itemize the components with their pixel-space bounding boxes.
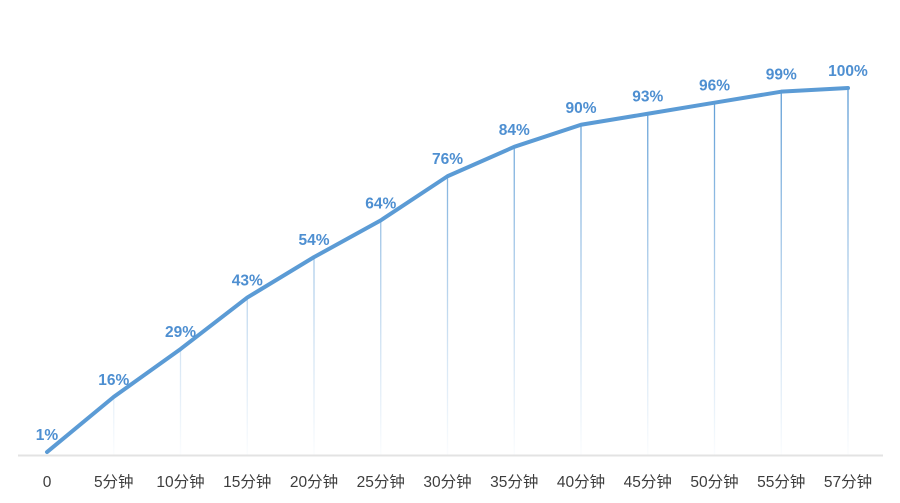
data-point-label: 64%	[365, 195, 396, 212]
x-axis-label: 50分钟	[690, 473, 738, 491]
data-point-label: 43%	[232, 273, 263, 290]
x-axis-label: 15分钟	[223, 473, 271, 491]
x-axis-label: 10分钟	[156, 473, 204, 491]
x-axis-label: 25分钟	[357, 473, 405, 491]
x-axis-label: 57分钟	[824, 473, 872, 491]
x-axis-label: 35分钟	[490, 473, 538, 491]
x-axis-label: 45分钟	[624, 473, 672, 491]
data-point-label: 96%	[699, 78, 730, 95]
x-axis-label: 0	[43, 474, 52, 491]
series-line	[45, 86, 850, 455]
data-point-label: 84%	[499, 122, 530, 139]
x-axis-label: 40分钟	[557, 473, 605, 491]
data-point-label: 54%	[298, 232, 329, 249]
data-point-label: 100%	[828, 63, 868, 80]
data-point-label: 76%	[432, 151, 463, 168]
data-point-label: 29%	[165, 324, 196, 341]
x-axis-label: 30分钟	[423, 473, 471, 491]
data-point-label: 16%	[98, 372, 129, 389]
x-axis-label: 20分钟	[290, 473, 338, 491]
data-point-label: 99%	[766, 67, 797, 84]
data-point-label: 93%	[632, 89, 663, 106]
x-axis-label: 55分钟	[757, 473, 805, 491]
x-axis-label: 5分钟	[94, 473, 134, 491]
data-point-label: 1%	[36, 427, 59, 444]
data-point-label: 90%	[565, 100, 596, 117]
